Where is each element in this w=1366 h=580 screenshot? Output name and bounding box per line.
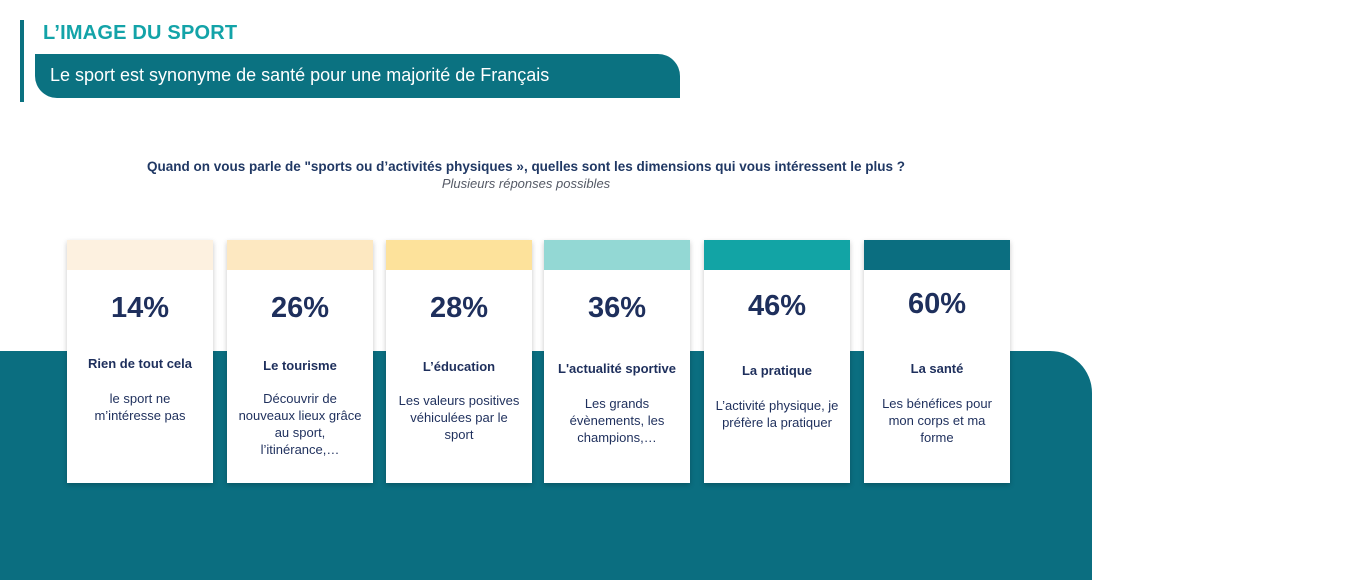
chart-card: 14% Rien de tout cela le sport ne m’intére… [67, 240, 213, 483]
category-description: Les valeurs positives véhiculées par le … [398, 393, 520, 442]
chart-bar [386, 240, 532, 270]
category-description: Les bénéfices pour mon corps et ma forme [882, 396, 992, 445]
chart-note: Plusieurs réponses possibles [441, 176, 611, 191]
chart-card: 46% La pratique L’activité physique, je pr… [704, 240, 850, 483]
chart-card: 28% L’éducation Les valeurs positives véhi… [386, 240, 532, 483]
chart-bar [67, 240, 213, 270]
category-label: L’éducation [422, 359, 496, 374]
category-label: La pratique [741, 363, 813, 378]
chart-card: 60% La santé Les bénéfices pour mon corps … [864, 240, 1010, 483]
chart-bar [704, 240, 850, 270]
data-label: 36% [587, 292, 647, 324]
chart-question: Quand on vous parle de "sports ou d’acti… [146, 159, 906, 174]
category-description: Découvrir de nouveaux lieux grâce au spo… [238, 391, 362, 457]
data-label: 60% [907, 288, 967, 320]
category-description: Les grands évènements, les champions,… [569, 396, 665, 445]
data-label: 46% [747, 290, 807, 322]
chart-bar [864, 240, 1010, 270]
chart-bar [227, 240, 373, 270]
section-title: L’IMAGE DU SPORT [43, 22, 238, 44]
chart-card: 36% L'actualité sportive Les grands évènem… [544, 240, 690, 483]
chart-card: 26% Le tourisme Découvrir de nouveaux lieu… [227, 240, 373, 483]
header-accent-bar [20, 20, 24, 102]
subtitle-text: Le sport est synonyme de santé pour une … [50, 65, 550, 85]
category-description: le sport ne m’intéresse pas [94, 391, 186, 423]
category-label: Rien de tout cela [87, 356, 193, 371]
category-label: Le tourisme [263, 358, 337, 373]
category-label: L'actualité sportive [558, 361, 676, 376]
category-description: L’activité physique, je préfère la prati… [715, 398, 839, 430]
category-label: La santé [910, 361, 964, 376]
data-label: 14% [110, 292, 170, 324]
chart-bar [544, 240, 690, 270]
data-label: 28% [429, 292, 489, 324]
subtitle-banner [35, 54, 680, 98]
data-label: 26% [270, 292, 330, 324]
